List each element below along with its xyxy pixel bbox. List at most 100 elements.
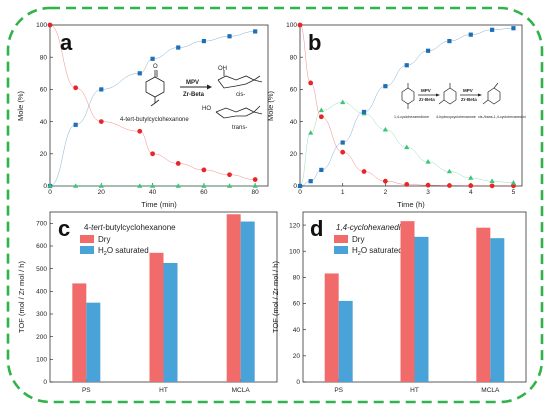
y-tick-label: 100 <box>289 248 300 255</box>
y-tick-label: 100 <box>36 357 47 364</box>
y-tick-label: 20 <box>293 353 301 360</box>
arrow-mpv-b2: MPV <box>463 88 473 93</box>
panel-b: b 0 1 2 3 4 5 0 20 40 60 80 100 Time (h) Mole (%) M… <box>266 22 526 209</box>
data-point-blue <box>319 167 324 172</box>
bar-dry-ps <box>324 273 339 382</box>
panel-c-title: 4-tert-butylcyclohexanone <box>84 223 176 232</box>
y-tick-label: 300 <box>36 311 47 318</box>
data-point-green <box>47 183 53 188</box>
ho-label-trans: HO <box>202 106 211 112</box>
x-tick-label: 2 <box>384 189 388 196</box>
cis-alcohol-structure-icon <box>217 70 263 89</box>
category-label: PS <box>334 387 343 394</box>
panel-d: d 1,4-cyclohexanedione Dry H2O saturated… <box>271 211 527 394</box>
data-point-red <box>201 167 207 173</box>
x-tick-label: 20 <box>98 189 106 196</box>
y-tick-label: 60 <box>293 301 301 308</box>
panel-c-bars <box>72 214 255 382</box>
cis-label: cis- <box>236 92 245 98</box>
bar-h2o-mcla <box>490 238 505 382</box>
data-point-red <box>98 119 104 124</box>
data-point-blue <box>201 39 206 44</box>
data-point-red <box>382 178 388 184</box>
arrow-zrbeta-b2: Zr-Beta <box>461 97 477 102</box>
data-point-red <box>308 80 314 86</box>
panel-d-letter: d <box>310 216 323 241</box>
y-tick-label: 20 <box>40 151 48 158</box>
data-point-red <box>489 183 495 189</box>
fit-curve-red <box>299 24 514 187</box>
y-tick-label: 120 <box>289 222 300 229</box>
data-point-red <box>447 183 452 188</box>
x-tick-label: 0 <box>48 189 52 196</box>
arrow-mpv-b1: MPV <box>421 88 431 93</box>
reaction-arrowhead-b2 <box>478 93 482 97</box>
reactant-label: 4-tert-butylcyclohexanone <box>120 117 189 123</box>
data-point-green <box>425 159 431 164</box>
data-point-blue <box>150 56 155 61</box>
mpv-label-a: MPV <box>186 80 199 86</box>
trans-label: trans- <box>232 125 247 131</box>
x-tick-label: 5 <box>512 189 516 196</box>
data-point-red <box>425 182 431 188</box>
bar-h2o-mcla <box>240 221 255 382</box>
data-point-red <box>252 177 258 182</box>
y-tick-label: 100 <box>286 22 297 29</box>
x-tick-label: 4 <box>469 189 473 196</box>
data-point-green <box>98 183 104 188</box>
panel-b-axes: 0 1 2 3 4 5 0 20 40 60 80 100 <box>286 22 516 196</box>
legend-label-dry-d: Dry <box>352 235 364 244</box>
panel-a-fit-curves <box>49 24 256 187</box>
y-tick-label: 80 <box>290 54 298 61</box>
data-point-red <box>318 114 324 120</box>
zr-beta-label-a: Zr-Beta <box>183 92 205 98</box>
dashed-frame <box>6 6 544 404</box>
data-point-red <box>175 161 181 166</box>
data-point-red <box>137 128 143 134</box>
bar-h2o-ps <box>86 302 101 382</box>
dione-structure-icon <box>401 83 415 109</box>
bar-dry-mcla <box>226 214 241 382</box>
y-tick-label: 100 <box>36 22 47 29</box>
y-tick-label: 60 <box>290 87 298 94</box>
data-point-blue <box>490 27 495 32</box>
data-point-green <box>226 183 233 188</box>
panel-b-y-axis-label: Mole (%) <box>266 91 275 122</box>
reaction-arrowhead-b1 <box>436 93 440 97</box>
panel-c-y-axis-label: TOF (mol / Zr mol / h) <box>17 261 26 333</box>
panel-c-legend: Dry H2O saturated <box>80 235 149 257</box>
scheme-label-2: 4-hydroxycyclohexanone <box>436 115 476 119</box>
data-point-green <box>340 99 346 105</box>
bar-dry-ps <box>72 283 87 382</box>
panel-c: c 4-tert-butylcyclohexanone Dry H2O satu… <box>17 211 278 394</box>
data-point-blue <box>176 45 181 50</box>
x-tick-label: 40 <box>149 189 157 196</box>
y-tick-label: 600 <box>36 243 47 250</box>
y-tick-label: 400 <box>36 289 47 296</box>
y-tick-label: 80 <box>293 275 301 282</box>
fit-curve-blue <box>299 27 514 187</box>
data-point-blue <box>447 39 452 44</box>
x-tick-label: 80 <box>252 189 260 196</box>
data-point-blue <box>425 48 431 53</box>
bar-dry-ht <box>149 252 164 382</box>
data-point-red <box>47 22 53 28</box>
data-point-green <box>175 183 181 188</box>
data-point-red <box>340 149 346 155</box>
oh-label-cis: OH <box>218 66 227 72</box>
panel-a-plot-area <box>49 24 269 187</box>
y-tick-label: 80 <box>40 54 48 61</box>
panel-c-letter: c <box>58 216 70 241</box>
data-point-green <box>308 130 314 135</box>
panel-a-reaction-scheme: O 4-tert-butylcyclohexanone MPV Zr-Beta … <box>120 64 263 131</box>
panel-b-fit-curves <box>299 24 514 187</box>
data-point-blue <box>361 109 367 115</box>
panel-b-reaction-scheme: MPV Zr-Beta MPV Zr-Beta 1,4-cyclohexaned… <box>394 82 526 119</box>
panel-d-title: 1,4-cyclohexanedione <box>336 223 414 232</box>
panel-a-y-axis-label: Mole (%) <box>16 91 25 122</box>
data-point-red <box>150 151 155 157</box>
panel-c-axes: 0 100 200 300 400 500 600 700 PS HT MCLA <box>36 221 250 394</box>
panel-a-letter: a <box>60 30 73 55</box>
y-tick-label: 500 <box>36 266 47 273</box>
